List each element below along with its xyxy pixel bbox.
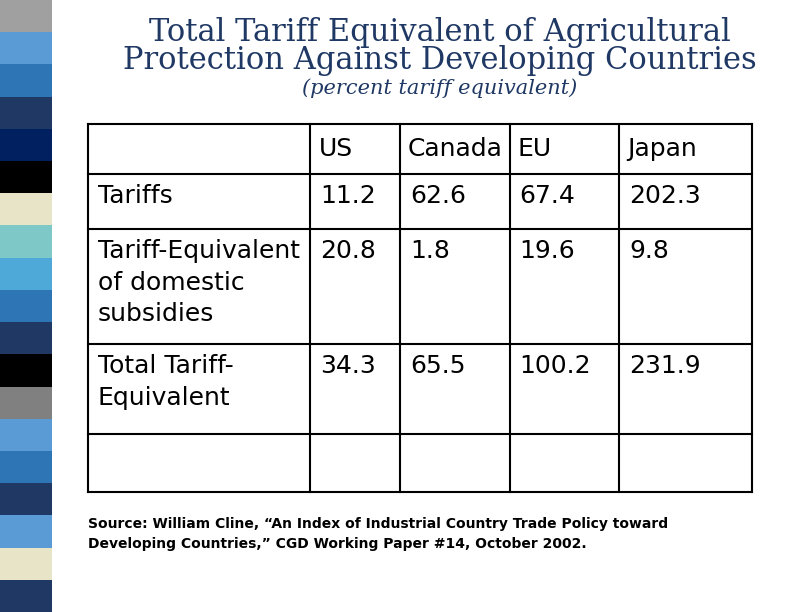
Text: Protection Against Developing Countries: Protection Against Developing Countries xyxy=(123,45,757,75)
Text: US: US xyxy=(318,137,352,161)
Bar xyxy=(0,483,52,515)
Bar xyxy=(0,225,52,258)
Text: 20.8: 20.8 xyxy=(321,239,376,263)
Bar xyxy=(0,129,52,161)
Text: 62.6: 62.6 xyxy=(410,184,466,208)
Bar xyxy=(0,322,52,354)
Bar xyxy=(0,193,52,225)
Text: Total Tariff Equivalent of Agricultural: Total Tariff Equivalent of Agricultural xyxy=(149,17,731,48)
Bar xyxy=(88,124,752,492)
Bar xyxy=(0,515,52,548)
Text: 34.3: 34.3 xyxy=(321,354,376,378)
Text: Canada: Canada xyxy=(408,137,503,161)
Bar xyxy=(0,258,52,290)
Text: 65.5: 65.5 xyxy=(410,354,466,378)
Bar xyxy=(0,354,52,387)
Text: 1.8: 1.8 xyxy=(410,239,450,263)
Text: Japan: Japan xyxy=(627,137,697,161)
Text: EU: EU xyxy=(518,137,552,161)
Bar xyxy=(0,161,52,193)
Text: 231.9: 231.9 xyxy=(629,354,701,378)
Bar xyxy=(0,548,52,580)
Text: 11.2: 11.2 xyxy=(321,184,376,208)
Text: Tariffs: Tariffs xyxy=(98,184,173,208)
Bar xyxy=(0,97,52,129)
Text: 202.3: 202.3 xyxy=(629,184,701,208)
Text: 19.6: 19.6 xyxy=(520,239,576,263)
Bar xyxy=(0,290,52,322)
Text: Total Tariff-
Equivalent: Total Tariff- Equivalent xyxy=(98,354,234,409)
Bar xyxy=(0,580,52,612)
Text: 67.4: 67.4 xyxy=(520,184,576,208)
Bar xyxy=(0,451,52,483)
Bar xyxy=(0,419,52,451)
Text: (percent tariff equivalent): (percent tariff equivalent) xyxy=(303,78,577,98)
Text: 9.8: 9.8 xyxy=(629,239,669,263)
Bar xyxy=(0,0,52,32)
Text: Source: William Cline, “An Index of Industrial Country Trade Policy toward
Devel: Source: William Cline, “An Index of Indu… xyxy=(88,517,668,551)
Bar xyxy=(0,387,52,419)
Text: 100.2: 100.2 xyxy=(520,354,592,378)
Text: Tariff-Equivalent
of domestic
subsidies: Tariff-Equivalent of domestic subsidies xyxy=(98,239,300,326)
Bar xyxy=(0,64,52,97)
Bar xyxy=(0,32,52,64)
